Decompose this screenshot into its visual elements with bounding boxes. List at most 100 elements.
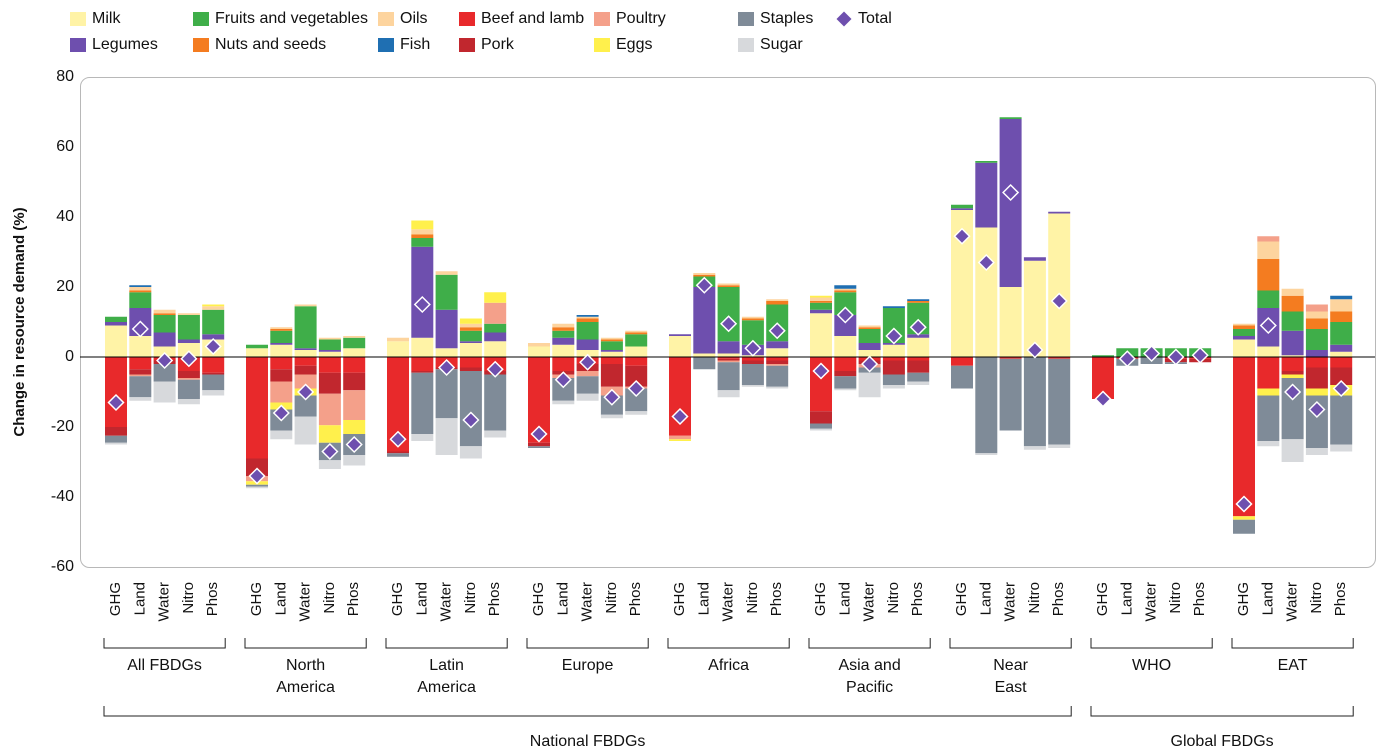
bar-segment: [1281, 374, 1304, 378]
total-marker: [554, 371, 572, 389]
bar-segment: [625, 330, 648, 333]
bar-segment: [834, 290, 857, 293]
bar-segment: [318, 351, 341, 357]
bar-segment: [999, 287, 1022, 357]
bar-segment: [318, 337, 341, 340]
bar-segment: [1233, 329, 1255, 336]
bar-segment: [576, 322, 599, 340]
bar-segment: [552, 323, 575, 328]
x-tick-label: Nitro: [180, 582, 197, 614]
total-marker: [107, 393, 125, 412]
bar-segment: [834, 371, 857, 377]
bar-segment: [810, 302, 832, 310]
bar-segment: [459, 446, 482, 459]
total-marker: [462, 411, 480, 429]
bar-segment: [153, 364, 176, 382]
bar-segment: [105, 427, 127, 436]
supergroup-label: Global FBDGs: [1171, 733, 1274, 750]
bar-segment: [858, 343, 881, 350]
bar-segment: [318, 393, 341, 426]
bar-segment: [105, 316, 127, 322]
group-label: EAT: [1278, 657, 1308, 674]
group-label: East: [995, 679, 1028, 696]
bar-segment: [834, 288, 857, 291]
x-tick-label: Water: [156, 582, 173, 621]
bar-segment: [693, 287, 716, 354]
bar-segment: [459, 367, 482, 371]
bar-segment: [343, 420, 366, 434]
bar-segment: [387, 453, 409, 457]
bar-segment: [528, 446, 550, 448]
bar-segment: [625, 357, 648, 366]
x-tick-label: Phos: [1050, 582, 1067, 616]
bar-segment: [1092, 357, 1114, 399]
bar-segment: [484, 374, 507, 431]
bar-segment: [1048, 444, 1071, 448]
bar-segment: [1305, 388, 1328, 396]
x-tick-label: Phos: [768, 582, 785, 616]
bar-segment: [270, 343, 293, 345]
x-tick-label: Phos: [345, 582, 362, 616]
bar-segment: [435, 271, 458, 275]
total-marker: [836, 306, 854, 324]
total-marker: [1050, 292, 1068, 310]
bar-segment: [552, 330, 575, 338]
bar-segment: [435, 418, 458, 455]
bar-segment: [459, 323, 482, 328]
bar-segment: [1233, 323, 1255, 326]
bar-segment: [318, 425, 341, 443]
bar-segment: [202, 306, 225, 310]
total-marker: [1002, 183, 1020, 202]
total-marker: [627, 379, 645, 398]
bar-segment: [810, 295, 832, 298]
bar-segment: [1305, 448, 1328, 455]
bar-segment: [484, 323, 507, 333]
bar-segment: [669, 334, 691, 336]
bar-segment: [600, 414, 623, 419]
bar-segment: [177, 315, 200, 340]
bar-segment: [1330, 311, 1353, 322]
bar-segment: [741, 318, 764, 321]
total-marker: [812, 362, 830, 380]
bar-segment: [625, 334, 648, 347]
bar-segment: [246, 484, 268, 487]
bar-segment: [975, 357, 998, 454]
bar-segment: [105, 325, 127, 357]
bar-segment: [1330, 299, 1353, 312]
bar-segment: [270, 357, 293, 370]
bar-segment: [270, 430, 293, 440]
bar-segment: [294, 374, 317, 389]
bar-segment: [459, 357, 482, 368]
bar-segment: [528, 343, 550, 347]
bar-segment: [717, 360, 740, 363]
bar-segment: [1305, 318, 1328, 329]
bar-segment: [153, 309, 176, 314]
bar-segment: [1233, 516, 1255, 520]
bar-segment: [600, 364, 623, 387]
bar-segment: [153, 346, 176, 357]
group-bracket: [244, 638, 367, 649]
bar-segment: [693, 273, 716, 275]
bar-segment: [105, 435, 127, 443]
bar-segment: [552, 357, 575, 371]
bar-segment: [1023, 257, 1046, 261]
supergroup-label: National FBDGs: [530, 733, 646, 750]
bar-segment: [907, 372, 930, 382]
bar-segment: [105, 442, 127, 445]
bar-segment: [153, 381, 176, 403]
legend-label: Oils: [400, 10, 428, 27]
total-marker: [345, 435, 363, 454]
bar-segment: [766, 365, 789, 387]
total-marker: [248, 467, 266, 485]
x-tick-label: Phos: [486, 582, 503, 616]
bar-segment: [717, 285, 740, 287]
x-tick-label: GHG: [1235, 582, 1252, 616]
bar-segment: [717, 341, 740, 354]
bar-segment: [975, 162, 998, 228]
group-label: America: [417, 679, 476, 696]
bar-segment: [528, 357, 550, 443]
bar-segment: [411, 220, 434, 230]
bar-segment: [1330, 367, 1353, 385]
x-tick-label: Phos: [627, 582, 644, 616]
y-tick-label: 60: [56, 138, 74, 155]
